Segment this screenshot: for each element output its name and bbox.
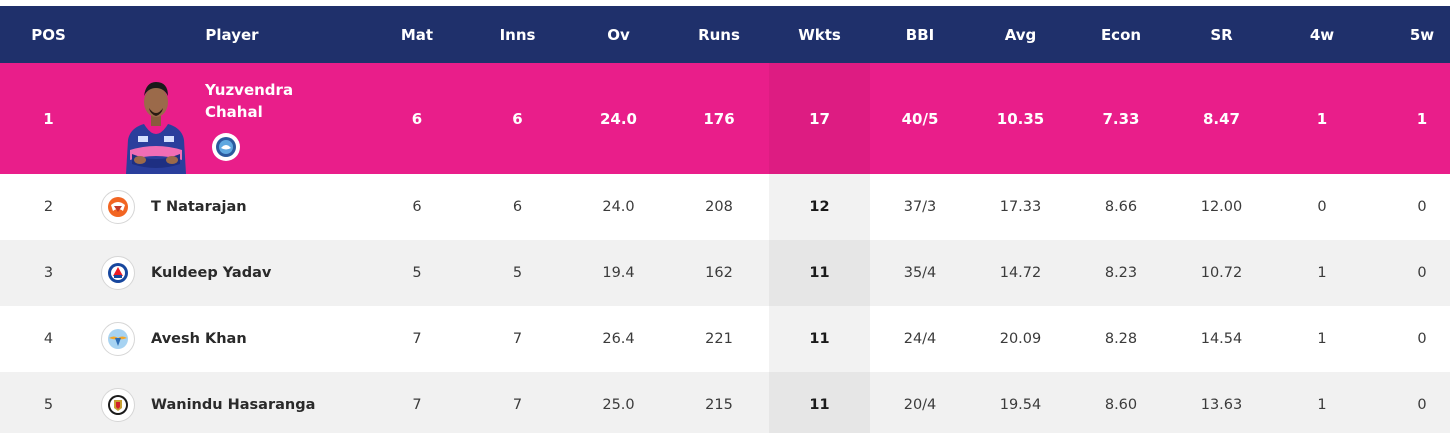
sr-cell: 10.72 — [1200, 265, 1243, 281]
5w-cell: 0 — [1417, 331, 1427, 347]
runs-cell: 221 — [705, 331, 733, 347]
rcb-logo-icon — [101, 388, 135, 422]
avg-cell: 20.09 — [999, 331, 1042, 347]
4w-cell: 0 — [1317, 199, 1327, 215]
inns-cell: 6 — [512, 199, 523, 215]
avg-cell: 17.33 — [999, 199, 1042, 215]
table-row[interactable]: 5 Wanindu Hasaranga 7 7 25.0 215 11 20/4… — [0, 372, 1450, 433]
ov-cell: 26.4 — [602, 331, 635, 347]
wkts-cell: 11 — [769, 306, 870, 372]
5w-cell: 0 — [1417, 199, 1427, 215]
mat-cell: 7 — [412, 397, 422, 413]
econ-cell: 8.60 — [1104, 397, 1138, 413]
sr-cell: 13.63 — [1200, 397, 1243, 413]
header-runs[interactable]: Runs — [698, 25, 740, 44]
player-photo-icon — [126, 82, 186, 174]
4w-cell: 1 — [1317, 265, 1327, 281]
bbi-cell: 37/3 — [903, 199, 937, 215]
sr-cell: 14.54 — [1200, 331, 1243, 347]
runs-cell: 208 — [705, 199, 733, 215]
inns-cell: 6 — [512, 109, 523, 128]
runs-cell: 215 — [705, 397, 733, 413]
inns-cell: 7 — [512, 397, 523, 413]
team-badge — [212, 133, 240, 161]
player-cell[interactable]: Kuldeep Yadav — [97, 240, 367, 306]
pos-cell: 5 — [43, 397, 54, 413]
header-wkts[interactable]: Wkts — [798, 25, 841, 44]
header-mat[interactable]: Mat — [400, 25, 434, 44]
pos-cell: 3 — [43, 265, 54, 281]
5w-cell: 0 — [1417, 265, 1427, 281]
inns-cell: 7 — [512, 331, 523, 347]
player-name[interactable]: T Natarajan — [151, 199, 247, 215]
econ-cell: 8.23 — [1104, 265, 1138, 281]
player-name[interactable]: Avesh Khan — [151, 331, 247, 347]
lsg-logo-icon — [101, 322, 135, 356]
bbi-cell: 20/4 — [903, 397, 937, 413]
pos-cell: 4 — [43, 331, 54, 347]
header-econ[interactable]: Econ — [1100, 25, 1142, 44]
header-avg[interactable]: Avg — [1004, 25, 1037, 44]
header-bbi[interactable]: BBI — [905, 25, 935, 44]
4w-cell: 1 — [1317, 397, 1327, 413]
wkts-cell: 11 — [769, 240, 870, 306]
player-cell[interactable]: T Natarajan — [97, 174, 367, 240]
wkts-cell: 17 — [769, 63, 870, 174]
player-cell[interactable]: Wanindu Hasaranga — [97, 372, 367, 433]
5w-cell: 1 — [1416, 109, 1428, 128]
bbi-cell: 35/4 — [903, 265, 937, 281]
avg-cell: 10.35 — [996, 109, 1045, 128]
header-5w[interactable]: 5w — [1409, 25, 1435, 44]
table-row[interactable]: 2 T Natarajan 6 6 24.0 208 12 37/3 17.33… — [0, 174, 1450, 240]
player-photo — [118, 74, 194, 174]
bbi-cell: 24/4 — [903, 331, 937, 347]
table-row-leader[interactable]: 1 Yuzvendra Chahal — [0, 63, 1450, 174]
sr-cell: 8.47 — [1202, 109, 1240, 128]
4w-cell: 1 — [1316, 109, 1328, 128]
mat-cell: 5 — [412, 265, 422, 281]
avg-cell: 14.72 — [999, 265, 1042, 281]
player-name[interactable]: Kuldeep Yadav — [151, 265, 272, 281]
inns-cell: 5 — [512, 265, 523, 281]
dc-logo-icon — [101, 256, 135, 290]
5w-cell: 0 — [1417, 397, 1427, 413]
header-inns[interactable]: Inns — [499, 25, 536, 44]
table-row[interactable]: 4 Avesh Khan 7 7 26.4 221 11 24/4 20.09 … — [0, 306, 1450, 372]
4w-cell: 1 — [1317, 331, 1327, 347]
header-player[interactable]: Player — [205, 25, 259, 44]
pos-cell: 2 — [43, 199, 54, 215]
player-name[interactable]: Wanindu Hasaranga — [151, 397, 316, 413]
header-sr[interactable]: SR — [1210, 25, 1233, 44]
sr-cell: 12.00 — [1200, 199, 1243, 215]
srh-logo-icon — [101, 190, 135, 224]
wkts-cell: 11 — [769, 372, 870, 433]
econ-cell: 7.33 — [1102, 109, 1140, 128]
bbi-cell: 40/5 — [901, 109, 939, 128]
table-row[interactable]: 3 Kuldeep Yadav 5 5 19.4 162 11 35/4 14.… — [0, 240, 1450, 306]
mat-cell: 7 — [412, 331, 422, 347]
mat-cell: 6 — [411, 109, 423, 128]
wkts-cell: 12 — [769, 174, 870, 240]
econ-cell: 8.66 — [1104, 199, 1138, 215]
pos-cell: 1 — [43, 109, 54, 128]
ov-cell: 24.0 — [599, 109, 637, 128]
mat-cell: 6 — [412, 199, 422, 215]
ov-cell: 19.4 — [602, 265, 635, 281]
ov-cell: 24.0 — [602, 199, 635, 215]
runs-cell: 162 — [705, 265, 733, 281]
header-4w[interactable]: 4w — [1309, 25, 1335, 44]
player-cell[interactable]: Avesh Khan — [97, 306, 367, 372]
avg-cell: 19.54 — [999, 397, 1042, 413]
table-header: POS Player Mat Inns Ov Runs Wkts BBI Avg… — [0, 6, 1450, 63]
econ-cell: 8.28 — [1104, 331, 1138, 347]
header-pos[interactable]: POS — [31, 25, 66, 44]
rr-logo-icon — [216, 137, 236, 157]
ov-cell: 25.0 — [602, 397, 635, 413]
runs-cell: 176 — [703, 109, 735, 128]
header-ov[interactable]: Ov — [607, 25, 630, 44]
player-name[interactable]: Yuzvendra Chahal — [205, 81, 294, 121]
